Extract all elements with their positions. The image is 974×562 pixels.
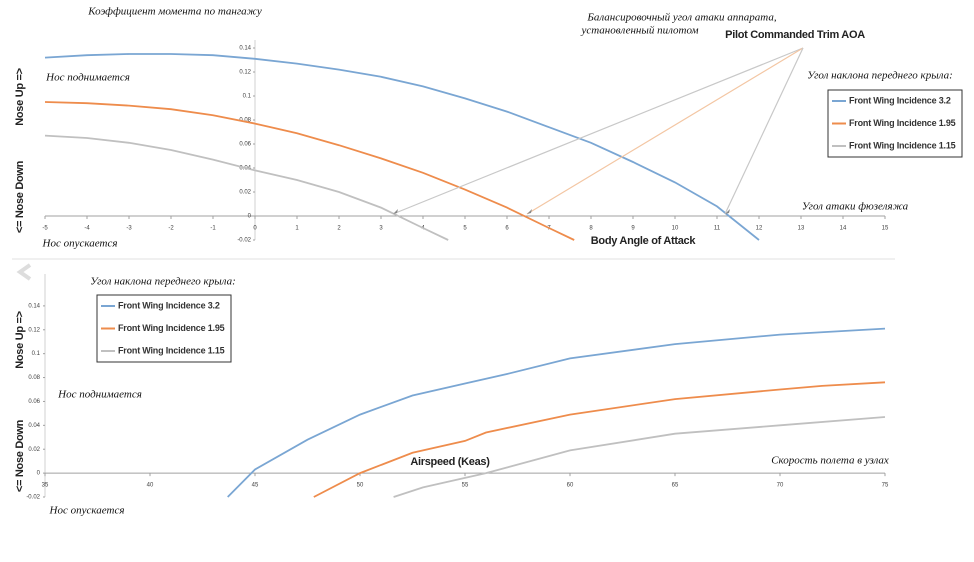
x-tick-label: 8 bbox=[589, 226, 593, 232]
legend-label: Front Wing Incidence 1.95 bbox=[118, 323, 225, 333]
legend-label: Front Wing Incidence 3.2 bbox=[118, 300, 220, 310]
x-tick-label: 35 bbox=[42, 483, 49, 489]
series-line bbox=[313, 381, 886, 498]
x-tick-label: -1 bbox=[210, 226, 216, 232]
x-tick-label: 75 bbox=[882, 483, 889, 489]
x-tick-label: -3 bbox=[126, 226, 132, 232]
y-tick-label: 0.08 bbox=[239, 118, 251, 124]
x-tick-label: -5 bbox=[42, 226, 48, 232]
up-note: Нос поднимается bbox=[57, 389, 142, 401]
x-tick-label: 60 bbox=[567, 483, 574, 489]
x-axis-title-ru: Скорость полета в узлах bbox=[771, 455, 889, 467]
x-axis-title: Airspeed (Keas) bbox=[410, 456, 490, 468]
y-tick-label: 0.14 bbox=[28, 303, 40, 309]
y-tick-label: -0.02 bbox=[237, 238, 251, 244]
legend-title: Угол наклона переднего крыла: bbox=[90, 276, 236, 288]
x-tick-label: 50 bbox=[357, 483, 364, 489]
arrow-head bbox=[393, 209, 398, 214]
annotation-arrow bbox=[724, 47, 804, 215]
y-tick-label: 0.1 bbox=[243, 94, 252, 100]
series-line bbox=[44, 53, 760, 241]
x-tick-label: -4 bbox=[84, 226, 90, 232]
series-line bbox=[44, 134, 449, 241]
y-up-label: Nose Up => bbox=[14, 311, 26, 369]
legend-label: Front Wing Incidence 1.15 bbox=[849, 140, 956, 150]
legend-label: Front Wing Incidence 3.2 bbox=[849, 95, 951, 105]
x-tick-label: 11 bbox=[714, 226, 721, 232]
x-tick-label: 10 bbox=[672, 226, 679, 232]
x-tick-label: 55 bbox=[462, 483, 469, 489]
x-tick-label: 9 bbox=[631, 226, 635, 232]
y-tick-label: 0.12 bbox=[239, 70, 251, 76]
y-tick-label: 0.12 bbox=[28, 327, 40, 333]
x-tick-label: 65 bbox=[672, 483, 679, 489]
up-note: Нос поднимается bbox=[45, 72, 130, 84]
down-note: Нос опускается bbox=[49, 505, 125, 517]
x-tick-label: 70 bbox=[777, 483, 784, 489]
annotation-arrow bbox=[392, 47, 804, 215]
x-tick-label: 1 bbox=[295, 226, 299, 232]
y-tick-label: 0.06 bbox=[239, 142, 251, 148]
series-line bbox=[44, 101, 575, 241]
y-tick-label: 0.1 bbox=[32, 351, 41, 357]
legend-label: Front Wing Incidence 1.95 bbox=[849, 118, 956, 128]
x-axis-title: Body Angle of Attack bbox=[591, 235, 697, 247]
y-tick-label: 0.02 bbox=[28, 447, 40, 453]
legend-box bbox=[827, 89, 963, 158]
legend-title: Угол наклона переднего крыла: bbox=[807, 70, 953, 82]
y-tick-label: 0 bbox=[37, 471, 41, 477]
annotation: установленный пилотом bbox=[580, 25, 698, 37]
y-tick-label: 0 bbox=[248, 214, 252, 220]
y-down-label: <= Nose Down bbox=[14, 419, 26, 492]
y-axis-title: Коэффициент момента по тангажу bbox=[87, 6, 262, 18]
x-tick-label: 0 bbox=[253, 226, 257, 232]
annotation: Балансировочный угол атаки аппарата, bbox=[586, 12, 777, 24]
y-tick-label: -0.02 bbox=[26, 495, 40, 501]
x-tick-label: 40 bbox=[147, 483, 154, 489]
y-tick-label: 0.04 bbox=[28, 423, 40, 429]
x-tick-label: 5 bbox=[463, 226, 467, 232]
x-tick-label: 6 bbox=[505, 226, 509, 232]
x-tick-label: 14 bbox=[840, 226, 847, 232]
y-up-label: Nose Up => bbox=[14, 68, 26, 126]
x-axis-title-ru: Угол атаки фюзеляжа bbox=[802, 201, 909, 213]
x-tick-label: 13 bbox=[798, 226, 805, 232]
legend-box bbox=[96, 294, 232, 363]
x-tick-label: 2 bbox=[337, 226, 341, 232]
series-line bbox=[227, 327, 886, 498]
y-tick-label: 0.14 bbox=[239, 46, 251, 52]
arrow-head bbox=[527, 209, 532, 214]
y-tick-label: 0.02 bbox=[239, 190, 251, 196]
x-tick-label: 12 bbox=[756, 226, 763, 232]
y-tick-label: 0.08 bbox=[28, 375, 40, 381]
arrow-head bbox=[725, 209, 730, 214]
x-tick-label: 45 bbox=[252, 483, 259, 489]
x-tick-label: 3 bbox=[379, 226, 383, 232]
annotation: Pilot Commanded Trim AOA bbox=[725, 29, 865, 41]
x-tick-label: 15 bbox=[882, 226, 889, 232]
nav-icon bbox=[16, 263, 32, 281]
y-tick-label: 0.06 bbox=[28, 399, 40, 405]
annotation-arrow bbox=[526, 47, 804, 215]
series-line bbox=[393, 416, 886, 498]
y-down-label: <= Nose Down bbox=[14, 160, 26, 233]
legend-label: Front Wing Incidence 1.15 bbox=[118, 345, 225, 355]
down-note: Нос опускается bbox=[42, 238, 118, 250]
x-tick-label: -2 bbox=[168, 226, 174, 232]
